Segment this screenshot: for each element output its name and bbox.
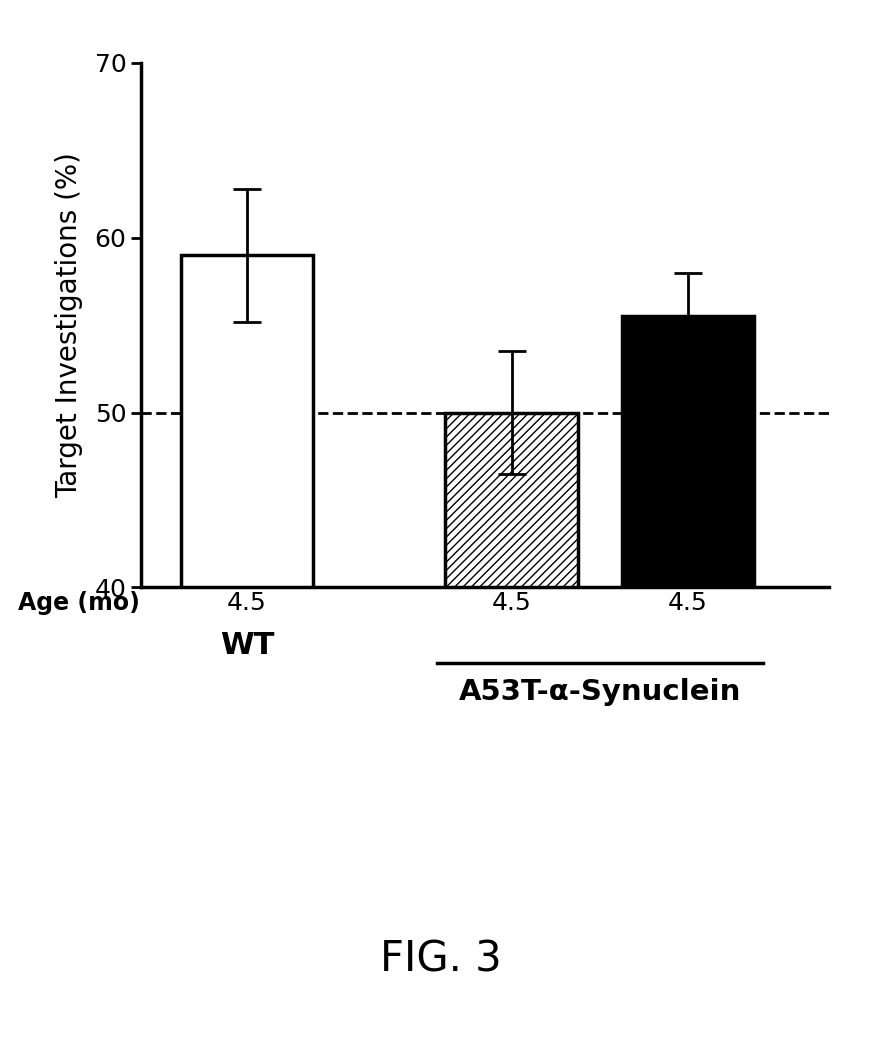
Bar	[622, 317, 754, 587]
Bar	[445, 412, 578, 587]
Text: WT: WT	[220, 630, 274, 660]
Y-axis label: Target Investigations (%): Target Investigations (%)	[56, 152, 84, 498]
Bar	[181, 255, 313, 587]
Text: 4.5: 4.5	[668, 592, 708, 615]
Text: Age (mo): Age (mo)	[18, 592, 139, 615]
Text: 4.5: 4.5	[491, 592, 532, 615]
Text: FIG. 3: FIG. 3	[380, 939, 502, 981]
Text: A53T-α-Synuclein: A53T-α-Synuclein	[459, 679, 741, 706]
Text: 4.5: 4.5	[227, 592, 267, 615]
